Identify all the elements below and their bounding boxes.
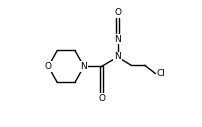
Text: N: N — [80, 62, 87, 71]
Text: Cl: Cl — [157, 69, 165, 78]
Text: O: O — [45, 62, 52, 71]
Text: O: O — [114, 8, 121, 17]
Text: O: O — [98, 94, 105, 103]
Text: N: N — [114, 52, 121, 61]
Text: N: N — [114, 35, 121, 44]
